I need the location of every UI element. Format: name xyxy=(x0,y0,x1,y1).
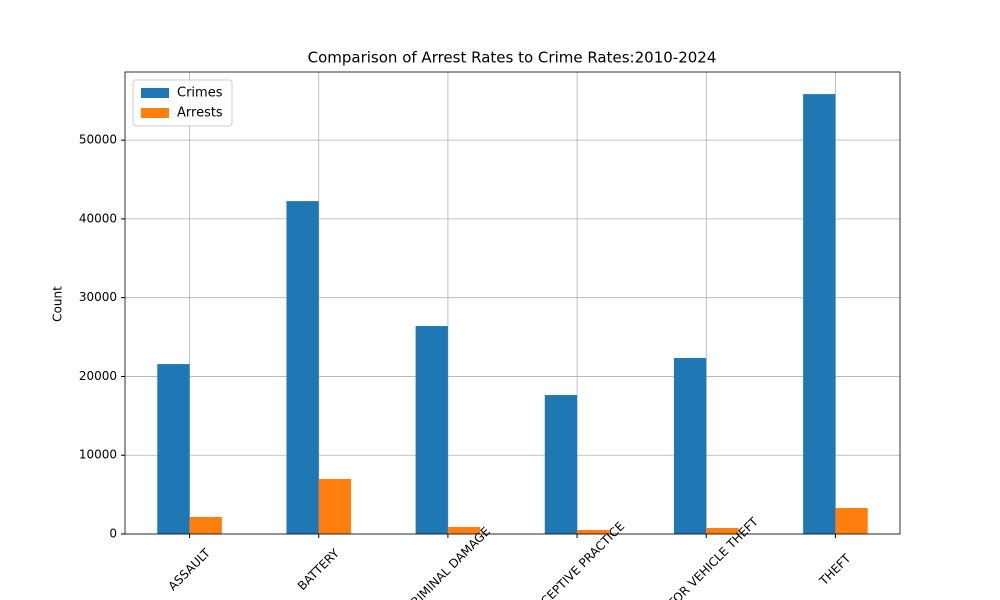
legend-swatch xyxy=(141,88,169,98)
bar xyxy=(803,94,836,534)
legend: Crimes Arrests xyxy=(132,79,233,127)
bar-layer xyxy=(157,94,868,535)
bar xyxy=(447,526,481,534)
legend-swatch xyxy=(141,108,169,118)
bar xyxy=(189,516,222,534)
y-tick-label: 10000 xyxy=(79,448,117,462)
bar xyxy=(544,395,578,534)
y-tick-label: 30000 xyxy=(79,290,117,304)
bar xyxy=(157,364,190,534)
bar xyxy=(318,479,352,534)
y-tick-label: 0 xyxy=(109,527,117,541)
chart-title: Comparison of Arrest Rates to Crime Rate… xyxy=(308,49,717,67)
y-axis-label: Count xyxy=(51,286,65,322)
legend-label: Arrests xyxy=(177,106,223,121)
y-tick-label: 20000 xyxy=(79,369,117,383)
bar xyxy=(835,508,868,534)
bar xyxy=(415,326,448,534)
bar xyxy=(577,529,610,534)
legend-label: Crimes xyxy=(177,86,223,101)
bar xyxy=(286,201,319,535)
bar xyxy=(673,358,707,534)
y-tick-label: 50000 xyxy=(79,133,117,147)
bar xyxy=(706,528,739,534)
y-tick-label: 40000 xyxy=(79,211,117,225)
plot-frame xyxy=(124,71,901,535)
